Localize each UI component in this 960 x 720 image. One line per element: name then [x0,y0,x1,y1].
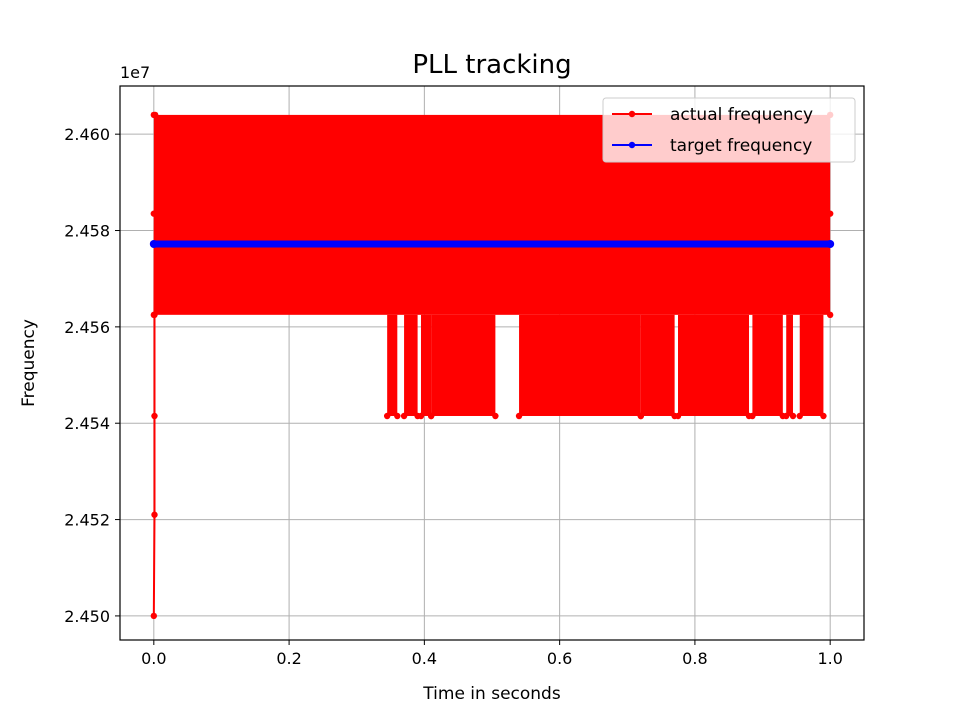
x-tick-label: 0.4 [412,649,437,668]
actual-point [383,412,391,420]
actual-point [783,412,790,420]
actual-dip-region [799,314,824,416]
legend: actual frequency target frequency [602,97,856,163]
actual-point [150,612,158,620]
target-point [149,240,158,249]
legend-label-target: target frequency [670,136,812,156]
actual-dip-region [640,314,675,416]
actual-dip-region [752,314,783,416]
x-axis-label: Time in seconds [422,684,561,704]
legend-label-actual: actual frequency [670,105,813,125]
actual-dip-region [431,314,496,416]
actual-point [151,511,158,518]
y-tick-label: 2.458 [64,222,110,241]
plot-frame [119,85,865,641]
actual-point [820,412,827,420]
series-target-frequency [149,240,835,249]
actual-point [637,412,644,420]
x-tick-label: 0.0 [141,649,166,668]
actual-point [796,412,803,420]
actual-dip-region [678,314,750,416]
y-offset-text: 1e7 [120,63,150,82]
actual-point [150,210,158,217]
actual-point [789,412,797,420]
ticks: 0.0 0.2 0.4 0.6 0.8 1.0 2.450 2.452 2.454 2.456 2.… [64,125,843,668]
actual-point [492,412,499,420]
actual-startup-line [152,114,157,616]
actual-point [400,412,408,420]
y-tick-label: 2.456 [64,318,110,337]
y-axis-label: Frequency [19,319,39,407]
legend-marker-actual [628,110,636,118]
actual-point [826,311,834,319]
chart-title: PLL tracking [412,50,571,80]
actual-point [749,412,756,420]
target-point [826,240,835,249]
actual-point [394,412,401,420]
y-tick-label: 2.450 [64,607,110,626]
actual-point [826,210,834,217]
actual-point [150,111,158,119]
x-tick-label: 0.8 [682,649,707,668]
actual-dip-region [404,314,418,416]
legend-box [602,97,856,163]
actual-point [674,412,682,420]
y-tick-label: 2.454 [64,414,110,433]
y-tick-label: 2.452 [64,511,110,530]
actual-dip-region [387,314,398,416]
actual-dip-region [786,314,793,416]
actual-point [150,311,158,319]
actual-point [417,412,425,420]
legend-marker-target [628,141,636,149]
actual-point [515,412,523,420]
y-tick-label: 2.460 [64,125,110,144]
x-tick-label: 1.0 [817,649,842,668]
actual-point [151,412,158,420]
actual-dip-region [519,314,641,416]
actual-dip-region [420,314,432,416]
x-tick-label: 0.2 [276,649,301,668]
x-tick-label: 0.6 [547,649,572,668]
series-layer [149,111,835,620]
actual-point [427,412,435,420]
series-actual-frequency [150,111,834,620]
